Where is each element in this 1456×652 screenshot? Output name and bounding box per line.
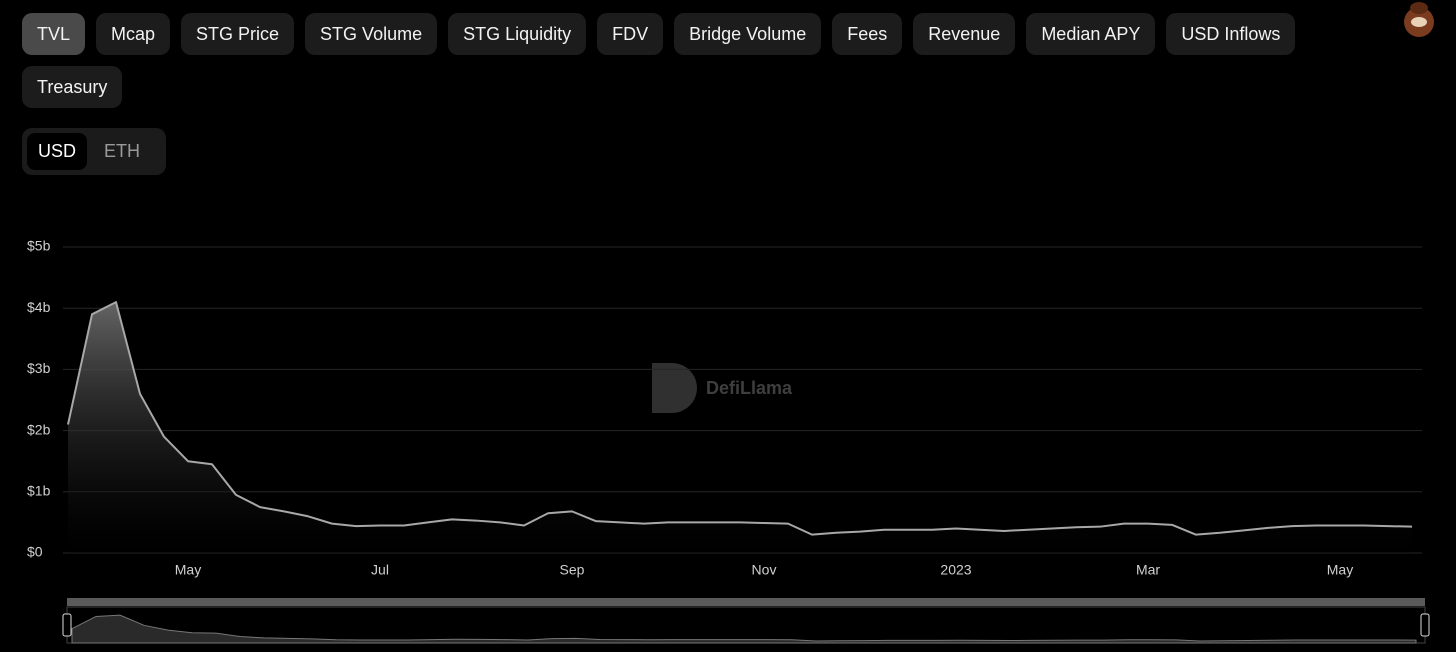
tab-button[interactable]: STG Price bbox=[181, 13, 295, 55]
tab-button[interactable]: STG Liquidity bbox=[448, 13, 587, 55]
avatar-head bbox=[1410, 2, 1428, 14]
navigator-line bbox=[71, 614, 1417, 644]
tab-button[interactable]: Mcap bbox=[96, 13, 171, 55]
tab-button[interactable]: Revenue bbox=[913, 13, 1016, 55]
tab-button[interactable]: FDV bbox=[597, 13, 664, 55]
currency-option[interactable]: ETH bbox=[104, 141, 141, 161]
chart: DefiLlama $0 $1b $2b $3b $4b $5b May Jul Sep Nov 2… bbox=[27, 238, 1430, 644]
watermark: DefiLlama bbox=[652, 363, 793, 413]
watermark-logo bbox=[652, 363, 697, 413]
x-tick-label: May bbox=[175, 562, 201, 578]
tab-button[interactable]: Fees bbox=[832, 13, 903, 55]
navigator-bar bbox=[67, 598, 1425, 606]
tab-bar: TVL Mcap STG Price STG Volume STG Liquidity F… bbox=[22, 13, 1352, 108]
navigator-handle[interactable] bbox=[1420, 613, 1430, 637]
tab-button[interactable]: TVL bbox=[22, 13, 86, 55]
tvl-line bbox=[67, 301, 1413, 536]
x-tick-label: May bbox=[1327, 562, 1353, 578]
tab-button[interactable]: STG Volume bbox=[305, 13, 438, 55]
y-tick-label: $2b bbox=[27, 421, 51, 437]
y-tick-label: $4b bbox=[27, 299, 51, 315]
currency-option[interactable]: USD bbox=[27, 133, 88, 170]
avatar-face bbox=[1411, 17, 1427, 27]
tab-button[interactable]: USD Inflows bbox=[1166, 13, 1296, 55]
y-tick-label: $3b bbox=[27, 360, 51, 376]
navigator-handle[interactable] bbox=[62, 613, 72, 637]
y-tick-label: $0 bbox=[27, 544, 43, 560]
y-tick-label: $1b bbox=[27, 483, 51, 499]
tab-button[interactable]: Median APY bbox=[1026, 13, 1156, 55]
y-tick-label: $5b bbox=[27, 238, 51, 254]
x-tick-label: 2023 bbox=[940, 562, 971, 578]
avatar[interactable] bbox=[1398, 0, 1440, 38]
watermark-text: DefiLlama bbox=[706, 378, 793, 398]
x-tick-label: Nov bbox=[752, 562, 777, 578]
x-tick-label: Sep bbox=[560, 562, 585, 578]
x-tick-label: Mar bbox=[1136, 562, 1160, 578]
tab-button[interactable]: Treasury bbox=[22, 66, 123, 108]
area-fill bbox=[68, 302, 1412, 553]
tab-button[interactable]: Bridge Volume bbox=[674, 13, 822, 55]
x-tick-label: Jul bbox=[371, 562, 389, 578]
currency-toggle: USD ETH bbox=[22, 128, 166, 175]
